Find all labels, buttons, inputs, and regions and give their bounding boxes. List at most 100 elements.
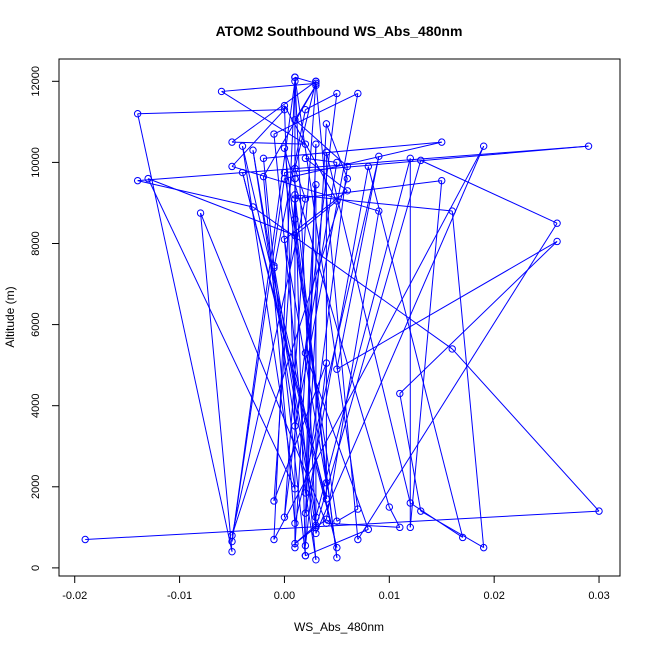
data-point [438, 176, 446, 185]
series-segment [85, 510, 600, 541]
data-point [312, 513, 320, 521]
data-point [584, 142, 593, 150]
data-point [291, 73, 299, 81]
series-segment [232, 141, 306, 145]
series-segment [221, 91, 306, 145]
series-segment [305, 157, 337, 163]
y-tick-label: 8000 [30, 231, 42, 255]
data-point [270, 497, 278, 505]
series-segment [325, 152, 411, 504]
series-segment [451, 211, 485, 548]
data-point [301, 154, 310, 163]
data-point [343, 174, 352, 183]
data-point [217, 87, 226, 96]
data-point [333, 89, 341, 98]
data-point [270, 535, 278, 544]
data-point [364, 525, 373, 534]
series-segment [231, 80, 317, 143]
data-point [312, 77, 320, 86]
y-tick-label: 0 [30, 565, 42, 571]
series-segment [263, 141, 442, 159]
data-point [301, 105, 310, 114]
series-segment [388, 506, 401, 528]
series-segment [147, 178, 296, 490]
data-point [343, 187, 352, 195]
series-segment [231, 81, 296, 542]
y-tick-label: 2000 [30, 475, 42, 499]
plot-frame [58, 58, 621, 577]
data-point [312, 81, 320, 90]
data-point [385, 503, 394, 511]
x-tick-label: 0.02 [483, 590, 504, 602]
data-point [375, 152, 383, 161]
series-segment [315, 145, 485, 534]
data-point [291, 519, 299, 527]
series-segment [147, 178, 296, 236]
data-point [301, 349, 310, 357]
series-segment [284, 145, 589, 174]
data-point [291, 195, 299, 203]
data-point [259, 172, 268, 181]
data-point [291, 164, 299, 173]
data-point [396, 523, 404, 532]
data-point [375, 207, 383, 215]
data-point [291, 174, 299, 183]
data-point [333, 197, 341, 205]
series-segment [420, 510, 484, 549]
x-axis: -0.02 -0.01 0.00 0.01 0.02 0.03 [62, 575, 610, 602]
series-segment [294, 119, 348, 167]
data-point [228, 162, 236, 171]
series-segment [304, 166, 348, 493]
data-point [595, 507, 603, 515]
data-point [270, 130, 278, 138]
data-point [291, 191, 299, 199]
y-tick-label: 10000 [30, 147, 42, 178]
data-point [406, 523, 414, 532]
y-tick-label: 6000 [30, 312, 42, 336]
data-point [312, 140, 320, 148]
data-point [291, 215, 299, 223]
series-segment [273, 362, 327, 502]
data-point [291, 77, 299, 86]
data-point [228, 537, 236, 546]
data-point [322, 120, 331, 128]
data-point [280, 105, 289, 114]
data-point [312, 529, 320, 538]
data-point [280, 174, 289, 183]
data-point [249, 146, 257, 154]
y-axis: 0 2000 4000 6000 8000 10000 12000 [30, 66, 60, 571]
data-point [479, 543, 488, 552]
x-axis-label: WS_Abs_480nm [294, 620, 384, 634]
data-point [291, 231, 299, 240]
series-segment [409, 180, 443, 528]
data-point [438, 138, 446, 146]
series-segment [231, 198, 306, 536]
series-segment [367, 166, 464, 538]
data-point [322, 479, 331, 487]
data-point [312, 556, 320, 564]
data-point [133, 110, 142, 118]
series-segment [294, 184, 317, 548]
series-segment [273, 267, 306, 556]
data-point [364, 162, 373, 171]
series-segment [273, 198, 296, 502]
data-point [259, 154, 268, 163]
data-point [280, 513, 289, 521]
data-point [322, 515, 331, 523]
series-segment [137, 109, 285, 115]
data-point [133, 176, 142, 185]
series-segment [294, 194, 453, 212]
data-point [479, 142, 488, 150]
data-point [291, 422, 299, 430]
series-segment [336, 508, 359, 522]
data-point [448, 345, 456, 353]
data-point [81, 535, 89, 544]
y-axis-label: Altitude (m) [3, 286, 17, 347]
data-point [249, 203, 257, 211]
data-point [291, 485, 299, 493]
data-point [459, 533, 467, 542]
data-point [301, 552, 310, 560]
data-point [291, 116, 299, 124]
data-point [553, 237, 561, 246]
series-segment [273, 93, 359, 135]
